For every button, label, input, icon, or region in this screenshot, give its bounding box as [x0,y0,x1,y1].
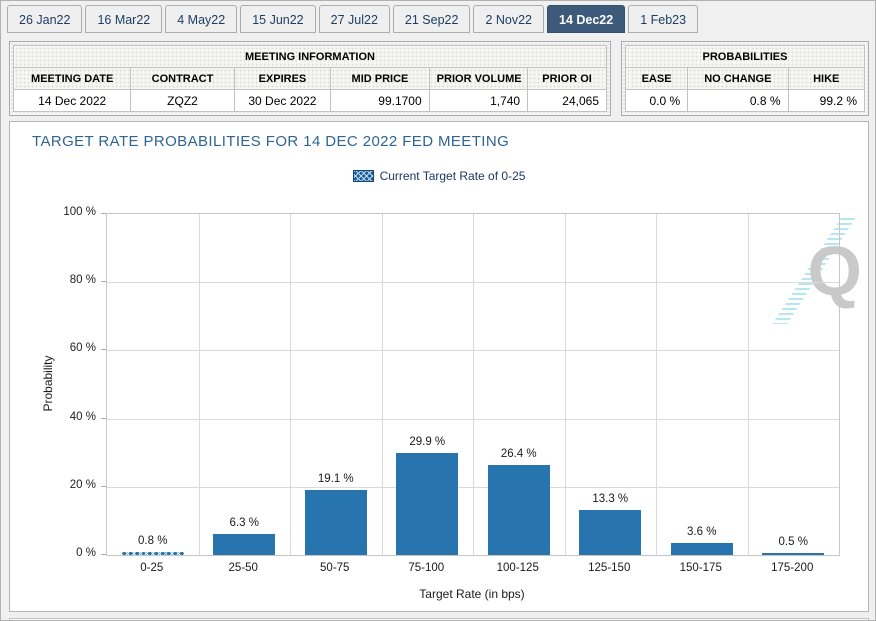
value-cell: 24,065 [527,89,607,112]
chart-title: TARGET RATE PROBABILITIES FOR 14 DEC 202… [32,133,510,150]
legend-crosshatch-swatch [352,170,374,182]
bar-value-label: 29.9 % [409,436,446,448]
tab-15-jun22[interactable]: 15 Jun22 [240,5,316,33]
y-tick-label: 100 % [63,206,96,218]
tab-1-feb23[interactable]: 1 Feb23 [628,5,699,33]
value-cell: 30 Dec 2022 [233,89,332,112]
watermark-q-logo: Q [807,232,862,310]
y-tick-mark [101,485,106,487]
y-tick-mark [101,349,106,351]
y-tick-mark [101,213,106,214]
x-tick-label: 150-175 [679,562,722,574]
v-gridline [565,214,566,555]
tab-2-nov22[interactable]: 2 Nov22 [473,5,544,33]
v-gridline [748,214,749,555]
bar-value-label: 19.1 % [317,473,354,485]
column-header: MID PRICE [330,67,430,90]
bar-value-label: 0.8 % [138,535,168,547]
bar-value-label: 6.3 % [229,517,259,529]
bar-125-150 [579,510,641,555]
bar-value-label: 26.4 % [500,448,537,460]
tab-14-dec22[interactable]: 14 Dec22 [547,5,626,33]
next-panel-edge [9,618,869,620]
v-gridline [382,214,383,555]
column-header: EASE [624,67,689,90]
x-tick-label: 0-25 [140,562,164,574]
probabilities-table: PROBABILITIES EASE NO CHANGE HIKE 0.0 % 0.8 %… [624,45,865,112]
bar-100-125 [488,465,550,555]
chart-legend: Current Target Rate of 0-25 [10,169,868,183]
bar-value-label: 13.3 % [592,493,629,505]
bar-150-175 [671,543,733,555]
column-header: EXPIRES [233,67,332,90]
column-header: NO CHANGE [687,67,789,90]
y-axis-title: Probability [41,355,55,412]
tab-26-jan22[interactable]: 26 Jan22 [7,5,83,33]
y-tick-label: 20 % [69,478,96,491]
value-cell: 0.0 % [624,89,689,112]
y-tick-mark [101,281,106,283]
bar-0-25 [122,552,184,555]
column-header: PRIOR OI [527,67,607,90]
v-gridline [290,214,291,555]
meeting-information-table: MEETING INFORMATION MEETING DATE CONTRACT E… [12,45,607,112]
x-tick-label: 100-125 [496,562,539,574]
column-header: CONTRACT [130,67,235,90]
value-cell: 1,740 [428,89,529,112]
value-cell: 14 Dec 2022 [12,89,132,112]
legend-label: Current Target Rate of 0-25 [379,169,526,183]
tab-16-mar22[interactable]: 16 Mar22 [85,5,163,33]
y-tick-mark [101,417,106,419]
tab-4-may22[interactable]: 4 May22 [165,5,238,33]
chart-panel: TARGET RATE PROBABILITIES FOR 14 DEC 202… [9,121,869,612]
column-header: HIKE [787,67,865,90]
x-tick-label: 25-50 [228,562,258,574]
v-gridline [656,214,657,555]
probabilities-panel: PROBABILITIES EASE NO CHANGE HIKE 0.0 % 0.8 %… [621,41,869,116]
table-title: PROBABILITIES [625,45,865,68]
x-tick-label: 50-75 [320,562,350,574]
x-tick-label: 175-200 [771,562,814,574]
bar-175-200 [762,553,824,555]
bar-value-label: 3.6 % [687,526,717,538]
y-tick-label: 40 % [69,410,96,423]
y-tick-label: 0 % [76,547,96,559]
v-gridline [199,214,200,555]
y-tick-label: 60 % [69,342,96,355]
table-title: MEETING INFORMATION [13,45,607,68]
value-cell: 99.1700 [330,89,430,112]
v-gridline [473,214,474,555]
bar-25-50 [213,534,275,555]
value-cell: ZQZ2 [130,89,235,112]
x-tick-label: 75-100 [408,562,445,574]
bar-75-100 [396,453,458,555]
meeting-information-panel: MEETING INFORMATION MEETING DATE CONTRACT E… [9,41,611,116]
value-cell: 99.2 % [787,89,865,112]
y-tick-mark [101,554,106,555]
column-header: PRIOR VOLUME [428,67,529,90]
bar-value-label: 0.5 % [778,536,808,548]
y-tick-label: 80 % [69,274,96,287]
x-axis-title: Target Rate (in bps) [419,587,525,601]
x-tick-label: 125-150 [588,562,631,574]
value-cell: 0.8 % [687,89,789,112]
quikstrike-watermark: Q [762,218,866,324]
column-header: MEETING DATE [12,67,132,90]
tab-21-sep22[interactable]: 21 Sep22 [392,5,471,33]
tab-27-jul22[interactable]: 27 Jul22 [318,5,390,33]
meeting-date-tabs: 26 Jan22 16 Mar22 4 May22 15 Jun22 27 Jul22 2… [7,5,699,33]
bar-50-75 [305,490,367,555]
plot-area: 0.8 % 6.3 % 19.1 % 29.9 % 26.4 % 13.3 % 3.6 % 0… [106,213,840,556]
